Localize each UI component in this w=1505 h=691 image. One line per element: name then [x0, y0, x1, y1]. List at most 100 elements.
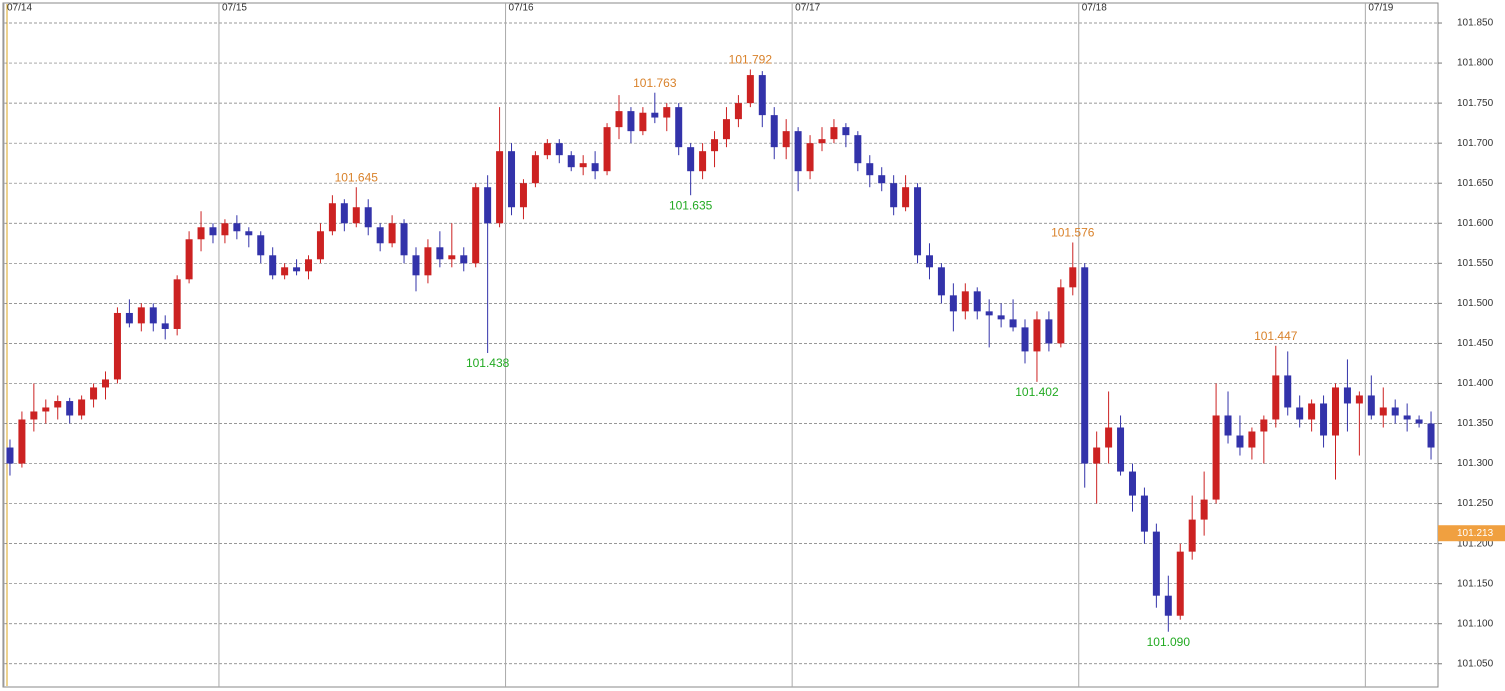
candle-body: [531, 155, 539, 184]
candle-body: [197, 227, 205, 240]
y-tick-label: 101.150: [1457, 578, 1494, 589]
x-tick-label: 07/14: [7, 3, 32, 14]
candle-body: [914, 187, 922, 256]
candle-body: [1164, 595, 1172, 616]
candle-body: [233, 223, 241, 232]
candle-body: [185, 239, 193, 280]
candle-body: [639, 112, 647, 132]
candle-body: [113, 312, 121, 380]
extreme-label: 101.645: [335, 170, 379, 184]
y-tick-label: 101.200: [1457, 538, 1494, 549]
y-tick-label: 101.300: [1457, 458, 1494, 469]
candle-body: [1021, 327, 1029, 352]
x-tick-label: 07/15: [222, 3, 247, 14]
candle-body: [890, 183, 898, 208]
last-price-tag: [1438, 525, 1505, 542]
candle-body: [1248, 431, 1256, 448]
candle-body: [555, 143, 563, 156]
candle-body: [316, 231, 324, 260]
candle-body: [1343, 387, 1351, 404]
candle-body: [1105, 427, 1113, 448]
candle-body: [615, 111, 623, 128]
candle-body: [293, 267, 301, 272]
candle-body: [1308, 403, 1316, 420]
candle-body: [149, 307, 157, 324]
candle-body: [1152, 531, 1160, 596]
candle-body: [436, 247, 444, 260]
candle-body: [758, 75, 766, 116]
y-tick-label: 101.400: [1457, 378, 1494, 389]
candle-body: [400, 223, 408, 256]
candle-body: [770, 115, 778, 148]
candle-body: [591, 163, 599, 172]
y-tick-label: 101.600: [1457, 218, 1494, 229]
candle-body: [878, 175, 886, 184]
x-tick-label: 07/17: [795, 3, 820, 14]
extreme-label: 101.763: [633, 76, 677, 90]
candle-body: [1033, 319, 1041, 352]
last-price-label: 101.213: [1457, 528, 1494, 539]
extreme-label: 101.402: [1015, 385, 1059, 399]
candle-body: [734, 103, 742, 120]
candle-body: [1140, 495, 1148, 532]
candle-body: [66, 401, 74, 416]
y-tick-label: 101.650: [1457, 178, 1494, 189]
candle-body: [424, 247, 432, 276]
candle-body: [472, 187, 480, 264]
candle-body: [137, 307, 145, 324]
candle-body: [245, 231, 253, 236]
candle-body: [1331, 387, 1339, 436]
y-tick-label: 101.750: [1457, 98, 1494, 109]
y-tick-label: 101.050: [1457, 658, 1494, 669]
candle-body: [1200, 499, 1208, 520]
candle-body: [925, 255, 933, 268]
candle-body: [1379, 407, 1387, 416]
candle-body: [1391, 407, 1399, 416]
candle-body: [985, 311, 993, 316]
candle-body: [1427, 423, 1435, 448]
candle-body: [30, 411, 38, 420]
y-tick-label: 101.100: [1457, 618, 1494, 629]
x-tick-label: 07/18: [1082, 3, 1107, 14]
y-tick-label: 101.450: [1457, 338, 1494, 349]
candle-body: [352, 207, 360, 224]
candle-body: [6, 447, 14, 464]
candle-body: [603, 127, 611, 172]
candle-body: [519, 183, 527, 208]
candle-body: [627, 111, 635, 132]
y-tick-label: 101.350: [1457, 418, 1494, 429]
candle-body: [973, 291, 981, 312]
candle-body: [854, 135, 862, 164]
candle-body: [305, 259, 313, 272]
extreme-label: 101.635: [669, 198, 713, 212]
candle-body: [1176, 551, 1184, 616]
y-tick-label: 101.850: [1457, 18, 1494, 29]
extreme-label: 101.792: [729, 53, 773, 67]
candle-body: [209, 227, 217, 236]
candle-body: [328, 203, 336, 232]
extreme-label: 101.576: [1051, 226, 1095, 240]
x-tick-label: 07/16: [509, 3, 534, 14]
candle-body: [997, 315, 1005, 320]
extreme-label: 101.438: [466, 356, 510, 370]
candle-body: [866, 163, 874, 176]
candle-body: [1320, 403, 1328, 436]
candle-body: [102, 379, 110, 388]
candle-body: [1069, 267, 1077, 288]
candle-body: [78, 399, 86, 416]
candle-body: [484, 187, 492, 224]
candle-body: [508, 151, 516, 208]
candle-body: [412, 255, 420, 276]
candle-body: [1260, 419, 1268, 432]
candle-body: [818, 139, 826, 144]
candle-body: [1045, 319, 1053, 344]
candle-body: [937, 267, 945, 296]
candle-body: [830, 127, 838, 140]
candle-body: [961, 291, 969, 312]
y-tick-label: 101.500: [1457, 298, 1494, 309]
extreme-label: 101.447: [1254, 329, 1298, 343]
candle-body: [1403, 415, 1411, 420]
candle-body: [281, 267, 289, 276]
candle-body: [1272, 375, 1280, 420]
